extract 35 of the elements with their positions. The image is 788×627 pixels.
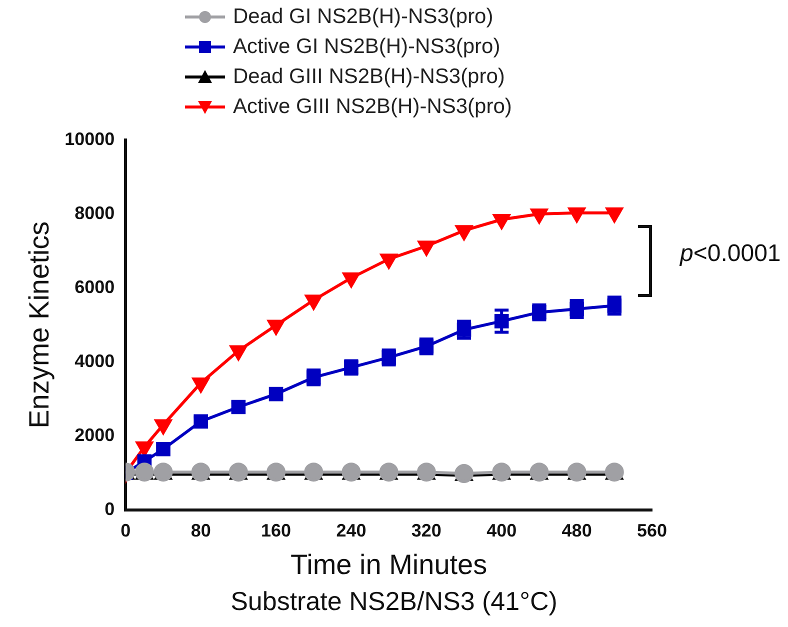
- point: [230, 345, 247, 360]
- y-tick-label: 2000: [74, 424, 115, 445]
- y-tick-label: 6000: [74, 276, 115, 297]
- point: [342, 272, 360, 288]
- y-tick-label: 8000: [74, 202, 115, 223]
- point: [454, 464, 474, 484]
- point: [268, 320, 284, 335]
- x-tick-label: 480: [562, 520, 592, 541]
- legend-label: Dead GI NS2B(H)-NS3(pro): [233, 5, 494, 29]
- y-tick-label: 0: [104, 498, 115, 519]
- point: [606, 207, 623, 222]
- x-tick-label: 400: [486, 520, 517, 541]
- point: [305, 294, 322, 310]
- x-axis-title: Time in Minutes: [290, 548, 488, 580]
- text: p<0.0001: [680, 240, 781, 268]
- point: [530, 208, 548, 224]
- legend-label: Active GIII NS2B(H)-NS3(pro): [233, 95, 512, 119]
- y-tick-label: 4000: [74, 350, 115, 371]
- point: [192, 377, 210, 392]
- x-tick-label: 240: [336, 520, 366, 541]
- x-tick-label: 320: [411, 520, 442, 541]
- point: [456, 225, 472, 240]
- point: [380, 254, 398, 269]
- legend-label: Active GI NS2B(H)-NS3(pro): [233, 35, 500, 59]
- x-tick-label: 80: [190, 520, 211, 541]
- x-tick-label: 560: [636, 520, 668, 541]
- y-tick-label: 10000: [64, 128, 115, 149]
- legend-label: Dead GIII NS2B(H)-NS3(pro): [233, 65, 505, 89]
- text: Substrate NS2B/NS3 (41°C): [230, 586, 558, 617]
- x-tick-label: 0: [120, 520, 131, 541]
- x-tick-label: 160: [261, 520, 292, 541]
- point: [418, 240, 435, 256]
- point: [568, 207, 586, 222]
- point: [493, 214, 510, 230]
- y-axis-title: Enzyme Kinetics: [24, 221, 55, 428]
